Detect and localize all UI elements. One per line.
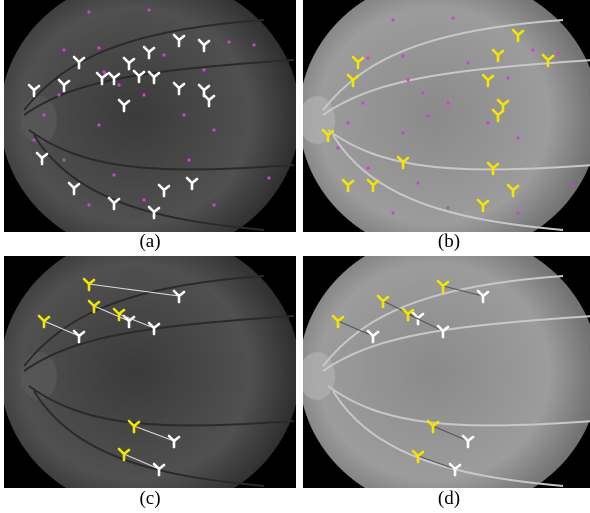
fundus-image [4,0,296,232]
keypoint [97,123,100,126]
keypoint [346,121,349,124]
keypoint [516,211,519,214]
keypoint [252,43,255,46]
keypoint [516,136,519,139]
figure: (a) (b) (c) (d) (() => { const data = JS… [0,0,590,513]
keypoint [87,10,90,13]
keypoint [391,211,394,214]
keypoint [62,158,65,161]
caption: (b) [303,231,590,253]
fundus-image [303,256,590,488]
fundus [303,256,590,488]
keypoint [212,128,215,131]
keypoint [117,83,120,86]
keypoint [486,121,489,124]
keypoint [147,8,150,11]
keypoint [57,93,60,96]
keypoint [466,61,469,64]
keypoint [416,181,419,184]
keypoint [401,131,404,134]
keypoint [391,18,394,21]
keypoint [401,54,404,57]
keypoint [142,93,145,96]
keypoint [571,184,574,187]
keypoint [451,16,454,19]
keypoint [446,101,449,104]
keypoint [187,158,190,161]
keypoint [361,101,364,104]
keypoint [42,113,45,116]
keypoint [556,51,559,54]
fundus-image [303,0,590,232]
keypoint [97,46,100,49]
corner-notch [260,0,296,18]
corner-notch [559,0,590,18]
corner-notch [260,256,296,274]
keypoint [87,203,90,206]
keypoint [162,53,165,56]
corner-notch [559,256,590,274]
keypoint [366,166,369,169]
keypoint [336,146,339,149]
keypoint [102,70,105,73]
keypoint [426,114,429,117]
keypoint [506,76,509,79]
keypoint [212,203,215,206]
keypoint [202,68,205,71]
keypoint [62,48,65,51]
keypoint [142,198,145,201]
caption: (a) [4,231,296,253]
fundus-image [4,256,296,488]
caption: (d) [303,488,590,510]
fundus [303,0,590,232]
keypoint [531,48,534,51]
keypoint [267,176,270,179]
keypoint [227,40,230,43]
keypoint [421,91,424,94]
keypoint [112,173,115,176]
keypoint [182,113,185,116]
keypoint [406,78,409,81]
keypoint [32,138,35,141]
keypoint [366,56,369,59]
keypoint [446,206,449,209]
caption: (c) [4,488,296,510]
